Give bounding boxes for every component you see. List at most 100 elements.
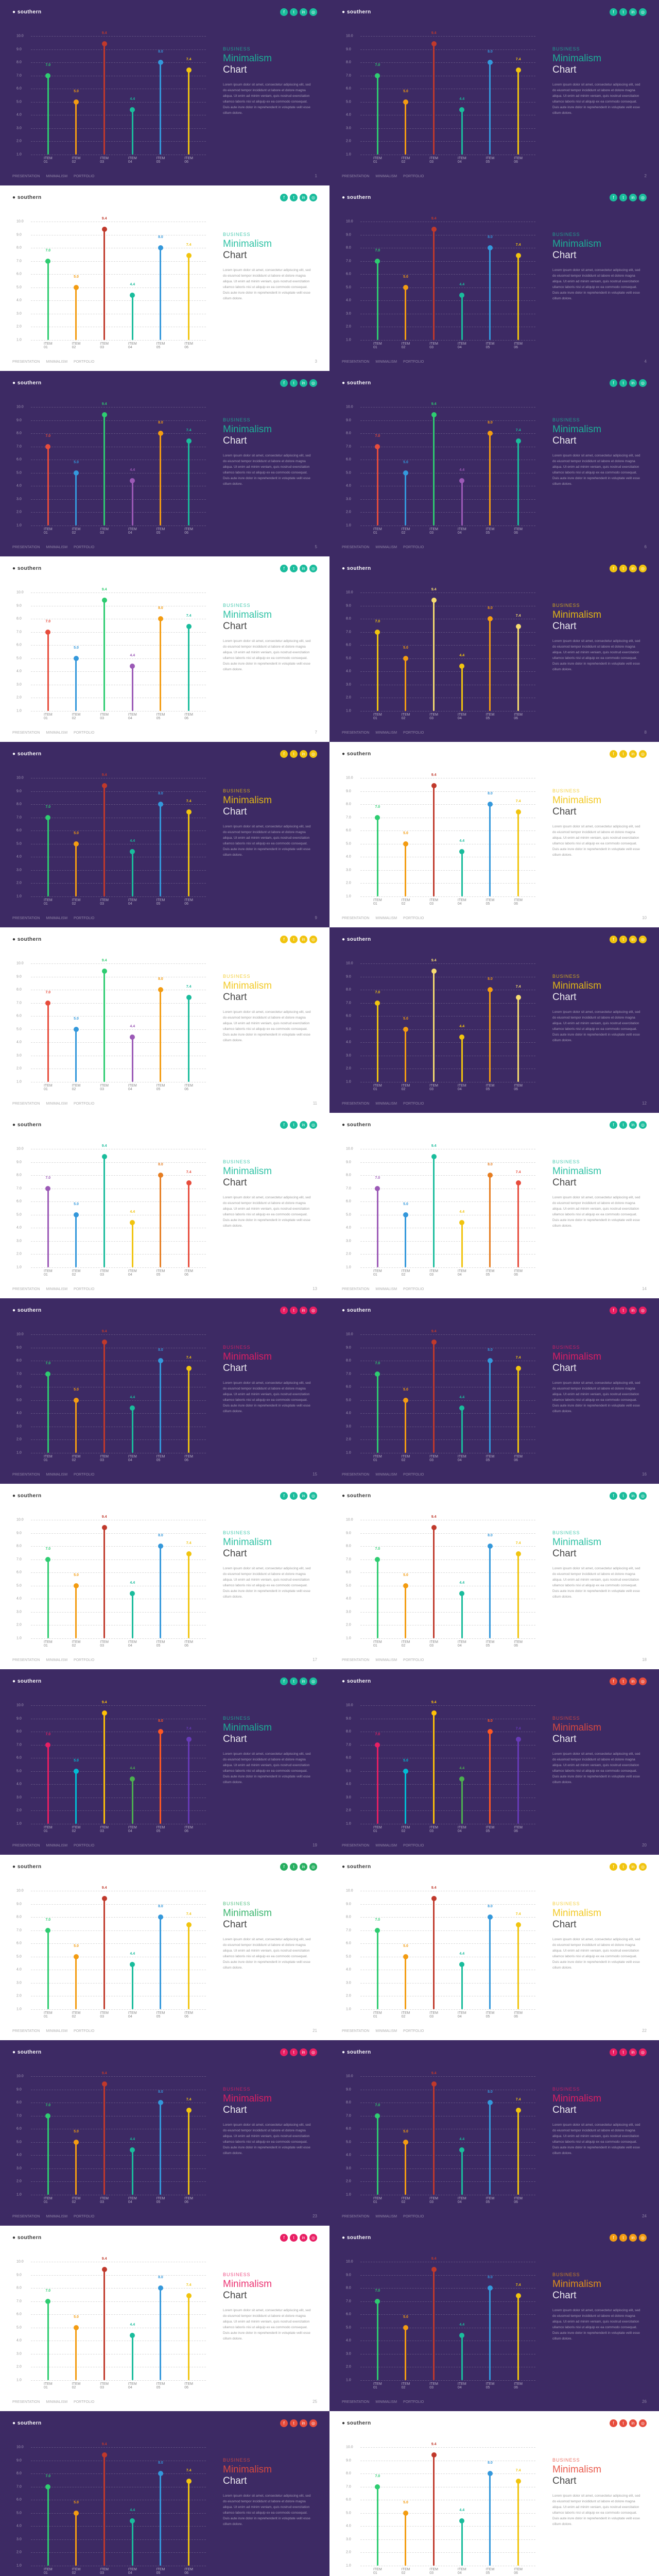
footer-nav-item[interactable]: PORTFOLIO — [74, 917, 94, 920]
social-icon[interactable]: t — [290, 1492, 298, 1500]
footer-nav-item[interactable]: MINIMALISM — [375, 1102, 397, 1106]
social-icon[interactable]: in — [300, 1492, 307, 1500]
social-icon[interactable]: ◎ — [309, 750, 317, 758]
footer-nav-item[interactable]: PORTFOLIO — [74, 1287, 94, 1291]
footer-nav-item[interactable]: PRESENTATION — [12, 1473, 40, 1477]
footer-nav-item[interactable]: PRESENTATION — [342, 2400, 369, 2404]
social-icon[interactable]: ◎ — [309, 1677, 317, 1685]
social-icon[interactable]: in — [629, 2419, 637, 2427]
social-icon[interactable]: t — [619, 1307, 627, 1314]
social-icon[interactable]: t — [290, 379, 298, 387]
footer-nav-item[interactable]: PORTFOLIO — [403, 2400, 424, 2404]
footer-nav-item[interactable]: MINIMALISM — [46, 546, 67, 549]
social-icon[interactable]: ◎ — [309, 1492, 317, 1500]
social-icon[interactable]: t — [290, 1307, 298, 1314]
footer-nav-item[interactable]: PORTFOLIO — [403, 175, 424, 178]
footer-nav-item[interactable]: PRESENTATION — [342, 1658, 369, 1662]
footer-nav-item[interactable]: PRESENTATION — [342, 1844, 369, 1848]
social-icon[interactable]: t — [619, 379, 627, 387]
social-icon[interactable]: in — [300, 1863, 307, 1871]
social-icon[interactable]: ◎ — [639, 2419, 647, 2427]
footer-nav-item[interactable]: PRESENTATION — [342, 546, 369, 549]
footer-nav-item[interactable]: PRESENTATION — [12, 546, 40, 549]
footer-nav-item[interactable]: MINIMALISM — [375, 1658, 397, 1662]
social-icon[interactable]: f — [280, 936, 288, 943]
footer-nav-item[interactable]: MINIMALISM — [375, 731, 397, 735]
footer-nav-item[interactable]: PORTFOLIO — [403, 1844, 424, 1848]
social-icon[interactable]: f — [610, 2419, 617, 2427]
social-icon[interactable]: f — [610, 2048, 617, 2056]
social-icon[interactable]: in — [300, 750, 307, 758]
footer-nav-item[interactable]: PORTFOLIO — [403, 1287, 424, 1291]
footer-nav-item[interactable]: PORTFOLIO — [74, 731, 94, 735]
footer-nav-item[interactable]: PRESENTATION — [12, 2400, 40, 2404]
footer-nav-item[interactable]: PORTFOLIO — [403, 1658, 424, 1662]
social-icon[interactable]: in — [629, 2048, 637, 2056]
social-icon[interactable]: in — [300, 8, 307, 16]
footer-nav-item[interactable]: MINIMALISM — [46, 1102, 67, 1106]
footer-nav-item[interactable]: PORTFOLIO — [403, 2215, 424, 2218]
social-icon[interactable]: ◎ — [639, 1492, 647, 1500]
footer-nav-item[interactable]: MINIMALISM — [46, 1287, 67, 1291]
footer-nav-item[interactable]: MINIMALISM — [46, 360, 67, 364]
social-icon[interactable]: in — [629, 379, 637, 387]
social-icon[interactable]: ◎ — [639, 2048, 647, 2056]
social-icon[interactable]: ◎ — [639, 1863, 647, 1871]
footer-nav-item[interactable]: MINIMALISM — [375, 1844, 397, 1848]
footer-nav-item[interactable]: PORTFOLIO — [74, 360, 94, 364]
footer-nav-item[interactable]: PORTFOLIO — [403, 546, 424, 549]
social-icon[interactable]: ◎ — [639, 379, 647, 387]
footer-nav-item[interactable]: MINIMALISM — [46, 175, 67, 178]
social-icon[interactable]: f — [280, 565, 288, 572]
social-icon[interactable]: f — [610, 379, 617, 387]
social-icon[interactable]: f — [280, 1677, 288, 1685]
social-icon[interactable]: ◎ — [309, 936, 317, 943]
social-icon[interactable]: ◎ — [309, 1307, 317, 1314]
social-icon[interactable]: ◎ — [309, 379, 317, 387]
footer-nav-item[interactable]: PRESENTATION — [12, 2215, 40, 2218]
social-icon[interactable]: t — [619, 565, 627, 572]
social-icon[interactable]: in — [300, 379, 307, 387]
social-icon[interactable]: t — [290, 565, 298, 572]
social-icon[interactable]: f — [280, 1492, 288, 1500]
social-icon[interactable]: t — [290, 936, 298, 943]
social-icon[interactable]: f — [280, 2234, 288, 2242]
footer-nav-item[interactable]: MINIMALISM — [46, 2029, 67, 2033]
social-icon[interactable]: f — [280, 8, 288, 16]
social-icon[interactable]: t — [290, 194, 298, 201]
social-icon[interactable]: ◎ — [639, 2234, 647, 2242]
social-icon[interactable]: in — [629, 194, 637, 201]
footer-nav-item[interactable]: PORTFOLIO — [74, 175, 94, 178]
social-icon[interactable]: t — [290, 2419, 298, 2427]
social-icon[interactable]: ◎ — [639, 194, 647, 201]
footer-nav-item[interactable]: MINIMALISM — [46, 2400, 67, 2404]
social-icon[interactable]: ◎ — [639, 750, 647, 758]
social-icon[interactable]: in — [300, 565, 307, 572]
footer-nav-item[interactable]: PORTFOLIO — [74, 1102, 94, 1106]
social-icon[interactable]: ◎ — [639, 565, 647, 572]
social-icon[interactable]: f — [280, 2048, 288, 2056]
footer-nav-item[interactable]: PRESENTATION — [12, 1102, 40, 1106]
social-icon[interactable]: in — [300, 2419, 307, 2427]
social-icon[interactable]: in — [629, 1863, 637, 1871]
social-icon[interactable]: in — [300, 1307, 307, 1314]
social-icon[interactable]: ◎ — [309, 8, 317, 16]
footer-nav-item[interactable]: PORTFOLIO — [403, 731, 424, 735]
social-icon[interactable]: t — [619, 1863, 627, 1871]
footer-nav-item[interactable]: MINIMALISM — [46, 1844, 67, 1848]
social-icon[interactable]: t — [619, 750, 627, 758]
social-icon[interactable]: in — [629, 1307, 637, 1314]
social-icon[interactable]: in — [300, 194, 307, 201]
social-icon[interactable]: f — [280, 1863, 288, 1871]
footer-nav-item[interactable]: MINIMALISM — [375, 1473, 397, 1477]
footer-nav-item[interactable]: PRESENTATION — [12, 1658, 40, 1662]
social-icon[interactable]: ◎ — [309, 1863, 317, 1871]
social-icon[interactable]: ◎ — [309, 2048, 317, 2056]
social-icon[interactable]: f — [280, 750, 288, 758]
footer-nav-item[interactable]: PORTFOLIO — [74, 1658, 94, 1662]
social-icon[interactable]: t — [290, 2048, 298, 2056]
footer-nav-item[interactable]: PORTFOLIO — [403, 1473, 424, 1477]
social-icon[interactable]: t — [290, 1677, 298, 1685]
social-icon[interactable]: ◎ — [309, 194, 317, 201]
social-icon[interactable]: t — [619, 8, 627, 16]
